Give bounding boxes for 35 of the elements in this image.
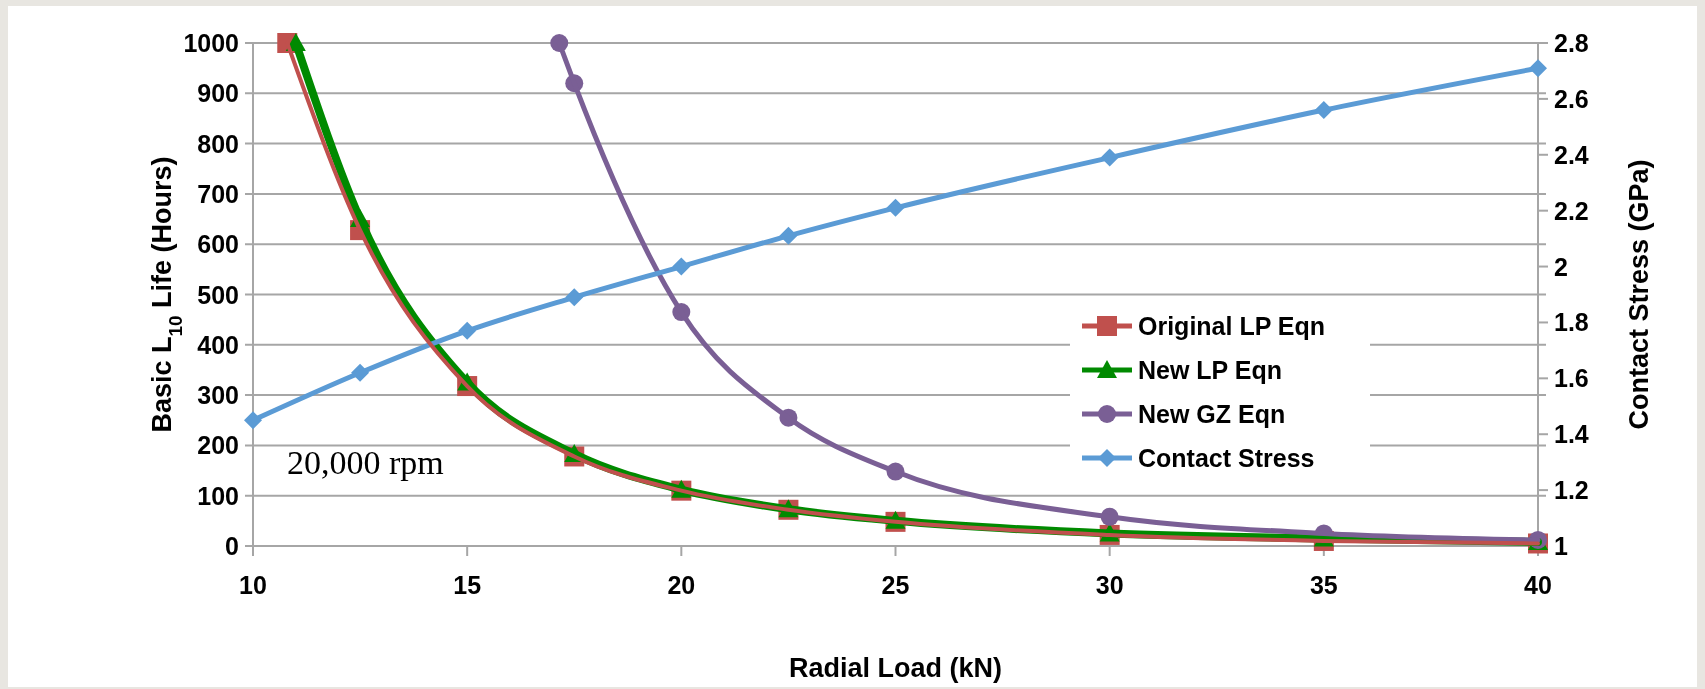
y2-tick-label: 1.4 xyxy=(1554,420,1589,449)
annotation: 20,000 rpm xyxy=(287,444,444,481)
legend-label: New LP Eqn xyxy=(1138,356,1283,384)
y-tick-label: 1000 xyxy=(183,29,239,57)
legend-label: Contact Stress xyxy=(1138,444,1315,472)
x-tick-label: 20 xyxy=(667,571,696,599)
x-tick-label: 30 xyxy=(1095,571,1124,599)
y2-tick-label: 2.8 xyxy=(1554,29,1589,57)
y-tick-label: 400 xyxy=(197,330,239,359)
x-tick-label: 35 xyxy=(1309,571,1338,599)
y-tick-label: 100 xyxy=(197,481,239,510)
y2-tick-label: 2 xyxy=(1554,252,1568,281)
x-axis-title: Radial Load (kN) xyxy=(788,653,1003,683)
legend-label: Original LP Eqn xyxy=(1138,312,1326,340)
y2-tick-label: 1.8 xyxy=(1554,308,1589,337)
y-tick-label: 200 xyxy=(197,431,239,460)
y2-tick-label: 1 xyxy=(1554,532,1568,560)
x-tick-label: 25 xyxy=(881,571,910,599)
y2-axis-title: Contact Stress (GPa) xyxy=(1624,159,1654,430)
x-tick-label: 40 xyxy=(1524,571,1552,599)
y-tick-label: 600 xyxy=(197,230,239,259)
y-tick-label: 700 xyxy=(197,179,239,208)
x-tick-label: 10 xyxy=(239,571,267,599)
y-tick-label: 900 xyxy=(197,79,239,108)
y-tick-label: 800 xyxy=(197,129,239,158)
legend-label: New GZ Eqn xyxy=(1138,400,1286,428)
x-tick-label: 15 xyxy=(453,571,482,599)
y-tick-label: 300 xyxy=(197,381,239,410)
y-tick-label: 500 xyxy=(197,280,239,309)
y2-tick-label: 2.6 xyxy=(1554,84,1589,113)
y2-tick-label: 2.4 xyxy=(1554,140,1589,169)
y-tick-label: 0 xyxy=(225,532,239,560)
y2-tick-label: 1.2 xyxy=(1554,476,1589,505)
y2-tick-label: 1.6 xyxy=(1554,364,1589,393)
y2-tick-label: 2.2 xyxy=(1554,196,1589,225)
